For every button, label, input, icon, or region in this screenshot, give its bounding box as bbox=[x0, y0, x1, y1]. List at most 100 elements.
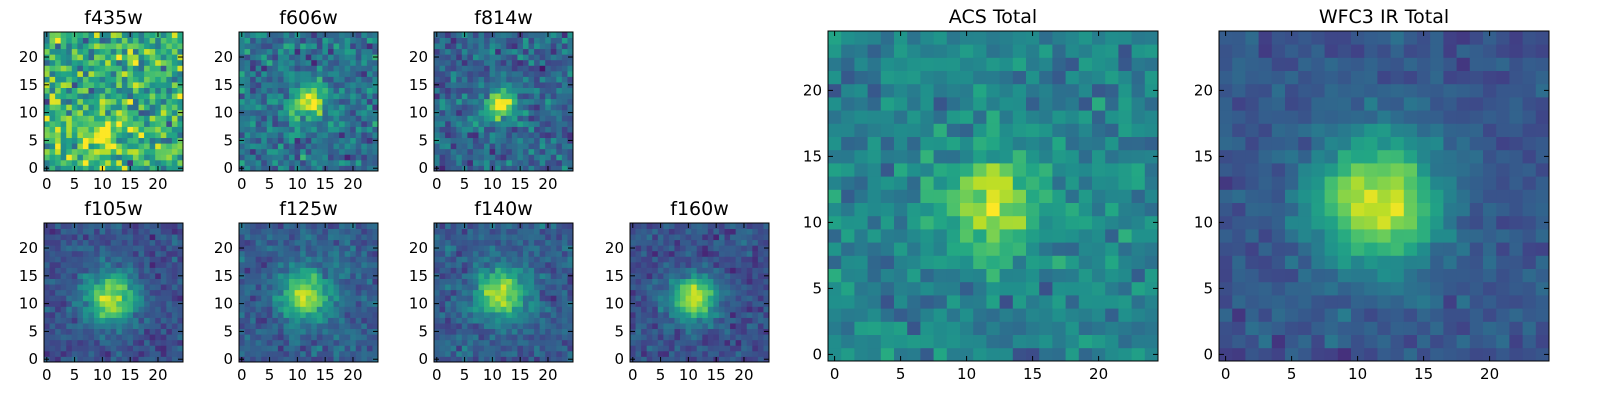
heatmap-cell bbox=[66, 104, 73, 111]
heatmap-cell bbox=[355, 159, 362, 166]
heatmap-cell bbox=[522, 54, 529, 61]
heatmap-cell bbox=[283, 54, 290, 61]
heatmap-cell bbox=[691, 284, 698, 291]
heatmap-cell bbox=[261, 289, 268, 296]
heatmap-cell bbox=[255, 87, 262, 94]
heatmap-cell bbox=[522, 273, 529, 279]
heatmap-cell bbox=[511, 143, 518, 150]
heatmap-cell bbox=[127, 115, 134, 122]
heatmap-cell bbox=[327, 345, 334, 352]
heatmap-cell bbox=[1052, 242, 1066, 256]
heatmap-cell bbox=[372, 65, 379, 72]
heatmap-cell bbox=[55, 334, 62, 341]
heatmap-cell bbox=[266, 115, 273, 122]
heatmap-cell bbox=[77, 328, 84, 335]
heatmap-cell bbox=[132, 300, 139, 307]
heatmap-cell bbox=[707, 306, 714, 313]
heatmap-cell bbox=[300, 295, 307, 302]
heatmap-cell bbox=[539, 165, 546, 172]
heatmap-cell bbox=[696, 295, 703, 302]
heatmap-cell bbox=[289, 148, 295, 155]
plot-frame bbox=[43, 31, 184, 172]
heatmap-cell bbox=[528, 154, 535, 161]
heatmap-cell bbox=[757, 284, 764, 291]
heatmap-cell bbox=[1052, 321, 1066, 335]
heatmap-cell bbox=[707, 350, 714, 357]
heatmap-cell bbox=[445, 239, 452, 246]
heatmap-cell bbox=[567, 350, 574, 357]
heatmap-cell bbox=[534, 334, 541, 341]
heatmap-cell bbox=[177, 228, 184, 235]
heatmap-cell bbox=[277, 289, 284, 296]
heatmap-cell bbox=[567, 306, 574, 313]
heatmap-cell bbox=[713, 317, 720, 324]
heatmap-cell bbox=[99, 300, 106, 307]
heatmap-cell bbox=[668, 317, 675, 324]
heatmap-cell bbox=[283, 59, 290, 66]
heatmap-cell bbox=[539, 350, 546, 357]
heatmap-cell bbox=[144, 70, 151, 77]
heatmap-cell bbox=[105, 261, 112, 268]
heatmap-cell bbox=[272, 250, 279, 257]
heatmap-cell bbox=[489, 137, 496, 144]
heatmap-cell bbox=[506, 82, 513, 88]
heatmap-cell bbox=[434, 154, 440, 161]
heatmap-cell bbox=[138, 234, 145, 241]
heatmap-cell bbox=[283, 32, 290, 38]
heatmap-cell bbox=[741, 256, 748, 263]
heatmap-cell bbox=[556, 87, 563, 94]
heatmap-cell bbox=[506, 261, 513, 268]
heatmap-cell bbox=[657, 256, 664, 263]
heatmap-cell bbox=[149, 115, 156, 122]
heatmap-cell bbox=[171, 234, 178, 241]
heatmap-cell bbox=[171, 334, 178, 341]
heatmap-cell bbox=[630, 278, 636, 285]
heatmap-cell bbox=[177, 334, 184, 341]
heatmap-cell bbox=[685, 278, 692, 285]
heatmap-cell bbox=[757, 250, 764, 257]
heatmap-cell bbox=[1144, 321, 1159, 335]
heatmap-cell bbox=[244, 165, 251, 172]
heatmap-cell bbox=[741, 273, 748, 279]
heatmap-cell bbox=[528, 311, 535, 318]
heatmap-cell bbox=[545, 334, 552, 341]
heatmap-cell bbox=[116, 48, 123, 55]
heatmap-cell bbox=[327, 295, 334, 302]
heatmap-cell bbox=[294, 317, 301, 324]
heatmap-cell bbox=[55, 311, 62, 318]
heatmap-cell bbox=[82, 261, 89, 268]
heatmap-cell bbox=[116, 328, 123, 335]
heatmap-cell bbox=[361, 70, 368, 77]
heatmap-cell bbox=[283, 120, 290, 127]
heatmap-cell bbox=[484, 48, 490, 55]
heatmap-cell bbox=[511, 223, 518, 229]
heatmap-cell bbox=[539, 115, 546, 122]
heatmap-cell bbox=[539, 54, 546, 61]
heatmap-cell bbox=[1052, 295, 1066, 309]
heatmap-cell bbox=[149, 109, 156, 116]
heatmap-cell bbox=[630, 234, 636, 241]
heatmap-cell bbox=[450, 311, 457, 318]
heatmap-cell bbox=[960, 347, 974, 362]
heatmap-cell bbox=[132, 350, 139, 357]
heatmap-cell bbox=[160, 43, 167, 50]
heatmap-cell bbox=[361, 245, 368, 252]
heatmap-cell bbox=[127, 109, 134, 116]
heatmap-cell bbox=[339, 93, 346, 100]
heatmap-cell bbox=[657, 250, 664, 257]
heatmap-cell bbox=[138, 48, 145, 55]
heatmap-cell bbox=[316, 43, 323, 50]
heatmap-cell bbox=[155, 234, 162, 241]
heatmap-cell bbox=[434, 132, 440, 139]
heatmap-cell bbox=[828, 255, 842, 269]
heatmap-cell bbox=[55, 256, 62, 263]
heatmap-cell bbox=[44, 306, 50, 313]
heatmap-cell bbox=[322, 256, 329, 263]
heatmap-cell bbox=[841, 163, 855, 177]
heatmap-cell bbox=[177, 76, 184, 83]
heatmap-cell bbox=[277, 115, 284, 122]
heatmap-cell bbox=[250, 356, 257, 363]
heatmap-cell bbox=[121, 345, 128, 352]
heatmap-cell bbox=[294, 306, 301, 313]
heatmap-cell bbox=[854, 202, 868, 217]
